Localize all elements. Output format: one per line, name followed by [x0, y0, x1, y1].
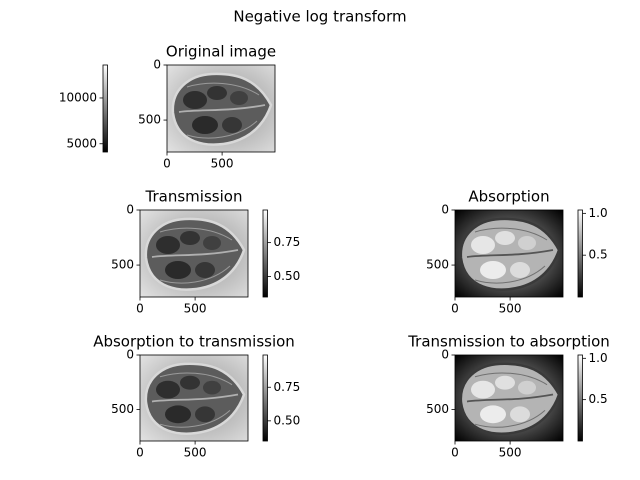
- figure-title: Negative log transform: [233, 8, 406, 26]
- x-tick-label: 0: [451, 446, 459, 460]
- colorbar: [578, 210, 583, 297]
- colorbar-tick-label: 0.50: [274, 269, 301, 283]
- y-tick-label: 500: [111, 402, 134, 416]
- x-tick-label: 500: [499, 446, 522, 460]
- y-tick-label: 500: [138, 113, 161, 127]
- axes-frame: [139, 354, 249, 442]
- image: [453, 208, 565, 299]
- x-tick-label: 0: [136, 446, 144, 460]
- axes-title: Transmission: [145, 188, 243, 206]
- y-tick-label: 0: [441, 203, 449, 217]
- colorbar: [263, 355, 268, 441]
- axes-frame: [454, 354, 564, 442]
- x-tick-label: 500: [499, 302, 522, 316]
- colorbar-frame: [262, 209, 268, 298]
- x-tick-label: 0: [163, 157, 171, 171]
- image: [453, 353, 565, 443]
- axes-title: Absorption to transmission: [93, 333, 295, 351]
- colorbar-tick-label: 1.0: [589, 206, 608, 220]
- x-tick-label: 500: [211, 157, 234, 171]
- colorbar-tick-label: 1.0: [589, 351, 608, 365]
- colorbar: [578, 355, 583, 441]
- colorbar-tick-label: 0.5: [589, 392, 608, 406]
- x-tick-label: 500: [184, 302, 207, 316]
- axes-title: Original image: [166, 43, 276, 61]
- image: [165, 63, 277, 154]
- colorbar: [263, 210, 268, 297]
- x-tick-label: 500: [184, 446, 207, 460]
- axes-frame: [166, 64, 276, 153]
- x-tick-label: 0: [136, 302, 144, 316]
- colorbar-tick-label: 0.75: [274, 380, 301, 394]
- colorbar-frame: [262, 354, 268, 442]
- colorbar: [103, 65, 108, 152]
- colorbar-frame: [577, 209, 583, 298]
- y-tick-label: 500: [426, 258, 449, 272]
- x-tick-label: 0: [451, 302, 459, 316]
- y-tick-label: 0: [126, 348, 134, 362]
- colorbar-tick-label: 0.5: [589, 248, 608, 262]
- image: [138, 353, 250, 443]
- colorbar-tick-label: 0.50: [274, 413, 301, 427]
- y-tick-label: 0: [441, 348, 449, 362]
- colorbar-tick-label: 10000: [59, 90, 97, 104]
- y-tick-label: 0: [153, 58, 161, 72]
- axes-frame: [454, 209, 564, 298]
- axes-frame: [139, 209, 249, 298]
- y-tick-label: 500: [426, 402, 449, 416]
- axes-title: Transmission to absorption: [407, 333, 610, 351]
- image: [138, 208, 250, 299]
- colorbar-frame: [102, 64, 108, 153]
- y-tick-label: 500: [111, 258, 134, 272]
- y-tick-label: 0: [126, 203, 134, 217]
- colorbar-tick-label: 0.75: [274, 235, 301, 249]
- axes-title: Absorption: [468, 188, 549, 206]
- colorbar-frame: [577, 354, 583, 442]
- colorbar-tick-label: 5000: [66, 136, 97, 150]
